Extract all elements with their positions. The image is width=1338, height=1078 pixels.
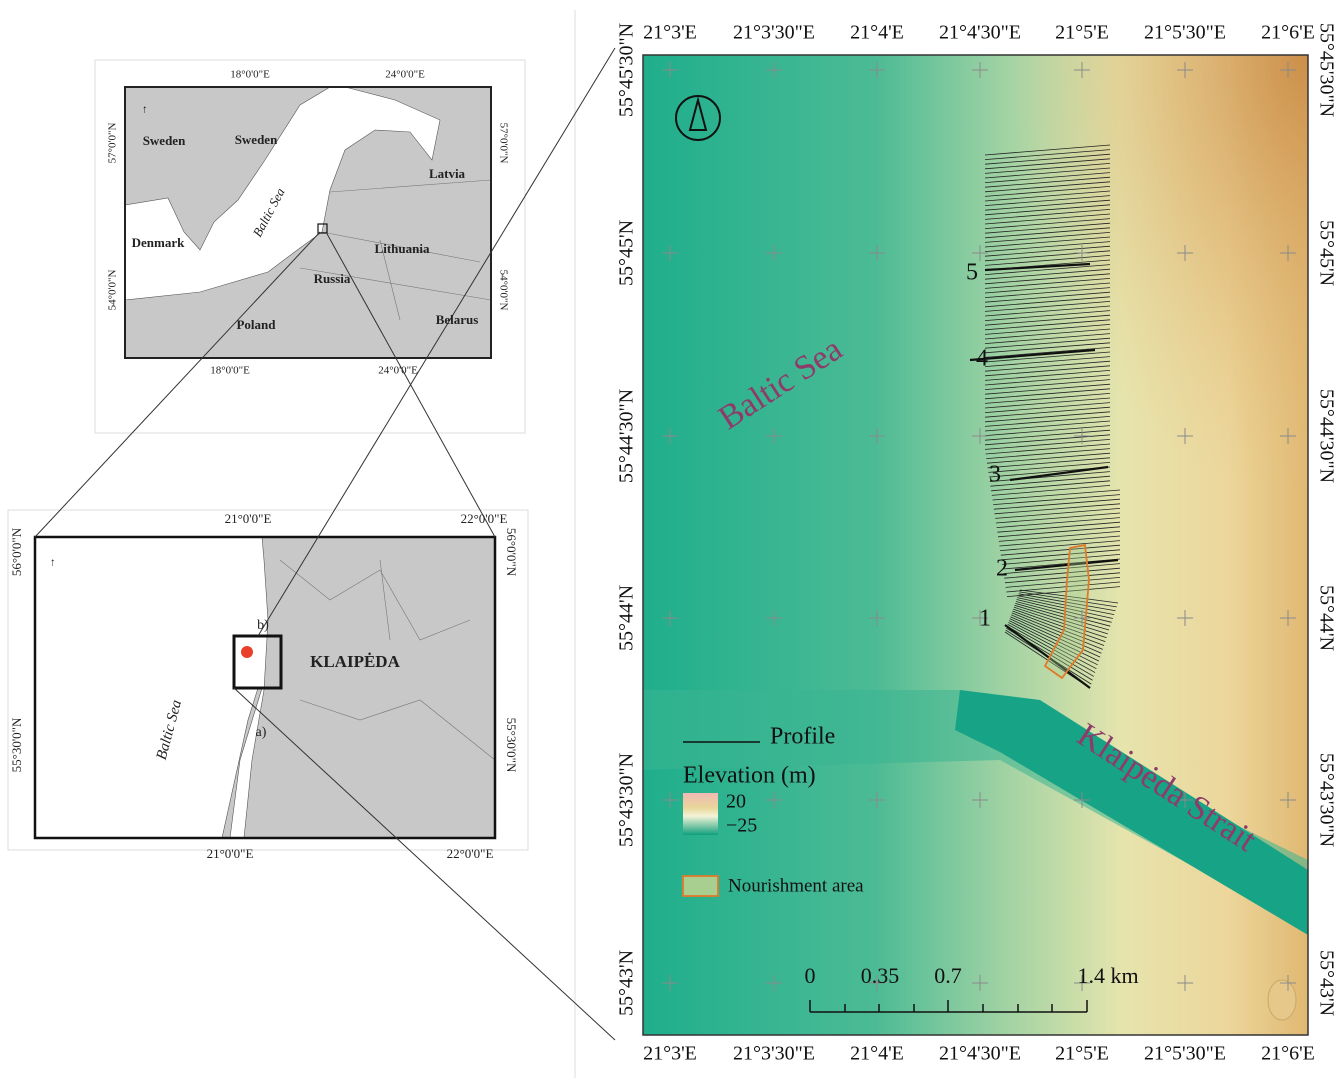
figure: ↑ ↑ Profile Elevation (m) 20	[0, 0, 1338, 1078]
coordinate-label: 55°30'0"N	[504, 718, 519, 773]
coordinate-label: 55°30'0"N	[9, 717, 24, 772]
scale-label: 0.35	[861, 963, 900, 988]
place-label: Sweden	[235, 132, 278, 147]
coordinate-label: 21°5'30"E	[1144, 1043, 1226, 1065]
profile-label: 4	[976, 346, 988, 372]
profile-label: 2	[996, 556, 1008, 582]
coordinate-label: 56°0'0"N	[9, 527, 24, 576]
coordinate-label: 24°0'0"E	[385, 69, 425, 81]
coordinate-label: 55°45'30"N	[616, 23, 638, 117]
coordinate-label: 21°4'E	[850, 22, 904, 44]
coordinate-label: 21°4'30"E	[939, 22, 1021, 44]
coordinate-label: 55°45'N	[616, 220, 638, 286]
place-label: Belarus	[436, 312, 479, 327]
coordinate-label: 21°3'30"E	[733, 22, 815, 44]
page: ↑ ↑ Profile Elevation (m) 20	[0, 0, 1338, 1078]
coordinate-label: 57°0'0"N	[107, 123, 119, 164]
legend-label: −25	[726, 815, 757, 837]
place-label: Russia	[314, 271, 351, 286]
coordinate-label: 55°43'30"N	[616, 753, 638, 847]
coordinate-label: 21°4'30"E	[939, 1043, 1021, 1065]
place-label: Lithuania	[375, 241, 430, 256]
north-arrow: ↑	[50, 557, 56, 569]
coordinate-label: 21°5'E	[1055, 1043, 1109, 1065]
coordinate-label: 55°44'N	[1315, 585, 1337, 651]
profile-label: 5	[966, 260, 978, 286]
coordinate-label: 22°0'0"E	[461, 511, 508, 526]
coordinate-label: 54°0'0"N	[497, 270, 509, 311]
coordinate-label: 21°6'E	[1261, 1043, 1315, 1065]
profile-label: 1	[979, 606, 991, 632]
coordinate-label: 54°0'0"N	[107, 270, 119, 311]
legend-label: Nourishment area	[728, 875, 864, 896]
coordinate-label: 21°5'30"E	[1144, 22, 1226, 44]
coordinate-label: 18°0'0"E	[210, 365, 250, 377]
coordinate-label: 55°43'30"N	[1315, 753, 1337, 847]
legend-label: 20	[726, 791, 746, 813]
place-label: Sweden	[143, 133, 186, 148]
coordinate-label: 56°0'0"N	[504, 528, 519, 577]
coordinate-label: 21°3'E	[643, 22, 697, 44]
coordinate-label: 55°43'N	[616, 950, 638, 1016]
regional-map: ↑	[8, 510, 528, 850]
legend-nourishment-symbol	[683, 876, 718, 896]
coordinate-label: 21°0'0"E	[225, 511, 272, 526]
legend-ramp	[683, 793, 718, 835]
coordinate-label: 18°0'0"E	[230, 69, 270, 81]
legend-label: Profile	[770, 724, 835, 750]
coordinate-label: 55°45'30"N	[1315, 23, 1337, 117]
place-label: KLAIPĖDA	[310, 652, 400, 671]
coordinate-label: 55°44'N	[616, 585, 638, 651]
coordinate-label: 55°44'30"N	[616, 389, 638, 483]
profile-label: 3	[989, 462, 1001, 488]
scale-label: 0	[805, 963, 816, 988]
coordinate-label: 21°6'E	[1261, 22, 1315, 44]
feature	[1268, 980, 1296, 1020]
legend-title: Elevation (m)	[683, 763, 816, 789]
detail-map: Profile Elevation (m) 20 −25 Nourishment…	[643, 55, 1308, 1035]
scale-label: 1.4 km	[1077, 963, 1138, 988]
coordinate-label: 24°0'0"E	[378, 365, 418, 377]
coordinate-label: 57°0'0"N	[497, 123, 509, 164]
coordinate-label: 55°44'30"N	[1315, 389, 1337, 483]
place-label: a)	[256, 725, 267, 740]
coordinate-label: 21°3'E	[643, 1043, 697, 1065]
coordinate-label: 21°3'30"E	[733, 1043, 815, 1065]
place-label: Latvia	[429, 166, 466, 181]
coordinate-label: 55°43'N	[1315, 950, 1337, 1016]
coordinate-label: 22°0'0"E	[447, 846, 494, 861]
site-marker	[241, 646, 253, 658]
place-label: Denmark	[132, 235, 185, 250]
place-label: Poland	[236, 317, 276, 332]
coordinate-label: 21°4'E	[850, 1043, 904, 1065]
scale-label: 0.7	[934, 963, 962, 988]
coordinate-label: 21°0'0"E	[207, 846, 254, 861]
place-label: b)	[257, 618, 269, 633]
coordinate-label: 21°5'E	[1055, 22, 1109, 44]
coordinate-label: 55°45'N	[1315, 220, 1337, 286]
north-arrow: ↑	[142, 104, 148, 116]
